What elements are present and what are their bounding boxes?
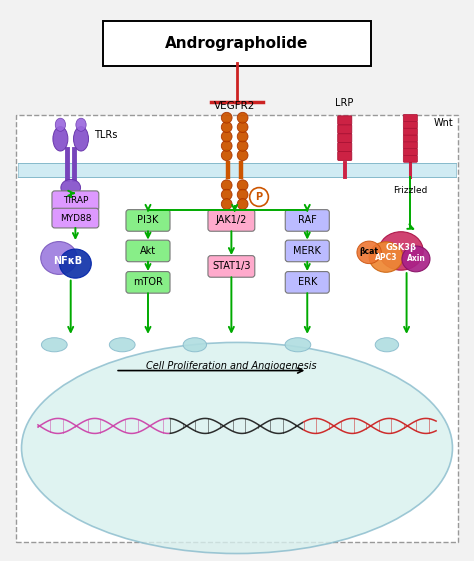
Text: Andrographolide: Andrographolide	[165, 35, 309, 50]
Ellipse shape	[379, 232, 423, 270]
FancyBboxPatch shape	[337, 142, 352, 151]
Text: STAT1/3: STAT1/3	[212, 261, 251, 272]
FancyBboxPatch shape	[126, 240, 170, 262]
Ellipse shape	[183, 338, 207, 352]
FancyBboxPatch shape	[285, 240, 329, 262]
Ellipse shape	[285, 338, 311, 352]
Circle shape	[237, 122, 248, 132]
Text: MERK: MERK	[293, 246, 321, 256]
Ellipse shape	[21, 342, 453, 554]
FancyBboxPatch shape	[403, 114, 417, 122]
Text: TIRAP: TIRAP	[63, 196, 88, 205]
Text: GSK3β: GSK3β	[385, 243, 417, 252]
FancyBboxPatch shape	[52, 191, 99, 210]
FancyBboxPatch shape	[403, 128, 417, 135]
FancyBboxPatch shape	[18, 163, 456, 177]
FancyBboxPatch shape	[208, 256, 255, 277]
FancyBboxPatch shape	[337, 116, 352, 125]
Circle shape	[237, 140, 248, 151]
Ellipse shape	[41, 338, 67, 352]
FancyBboxPatch shape	[403, 149, 417, 155]
FancyBboxPatch shape	[337, 134, 352, 142]
Text: TLRs: TLRs	[94, 130, 118, 140]
Text: Frizzled: Frizzled	[393, 186, 428, 195]
FancyBboxPatch shape	[16, 115, 458, 542]
FancyBboxPatch shape	[208, 210, 255, 231]
Circle shape	[237, 199, 248, 209]
Text: LRP: LRP	[335, 98, 353, 108]
Circle shape	[221, 131, 232, 142]
Text: RAF: RAF	[298, 215, 317, 226]
Circle shape	[237, 180, 248, 191]
Circle shape	[237, 131, 248, 142]
Ellipse shape	[73, 127, 89, 151]
Ellipse shape	[357, 241, 381, 264]
Circle shape	[237, 112, 248, 123]
Ellipse shape	[76, 118, 86, 131]
Circle shape	[221, 140, 232, 151]
Ellipse shape	[109, 338, 135, 352]
Circle shape	[221, 150, 232, 160]
Circle shape	[221, 199, 232, 209]
Text: P: P	[255, 192, 263, 202]
FancyBboxPatch shape	[403, 141, 417, 149]
Text: ERK: ERK	[298, 277, 317, 287]
Circle shape	[221, 180, 232, 191]
FancyBboxPatch shape	[285, 210, 329, 231]
Ellipse shape	[61, 180, 81, 196]
FancyBboxPatch shape	[337, 151, 352, 160]
Text: PI3K: PI3K	[137, 215, 159, 226]
Ellipse shape	[59, 249, 91, 278]
Circle shape	[237, 189, 248, 200]
FancyBboxPatch shape	[126, 272, 170, 293]
Text: Axin: Axin	[407, 255, 425, 264]
FancyBboxPatch shape	[103, 21, 371, 66]
Circle shape	[221, 189, 232, 200]
Text: MYD88: MYD88	[60, 214, 91, 223]
FancyBboxPatch shape	[52, 208, 99, 228]
Text: NFκB: NFκB	[53, 256, 82, 266]
Ellipse shape	[375, 338, 399, 352]
Text: mTOR: mTOR	[133, 277, 163, 287]
FancyBboxPatch shape	[403, 121, 417, 128]
Ellipse shape	[41, 242, 77, 274]
Text: Akt: Akt	[140, 246, 156, 256]
Ellipse shape	[369, 242, 403, 272]
Ellipse shape	[55, 118, 65, 131]
Text: JAK1/2: JAK1/2	[216, 215, 247, 226]
Ellipse shape	[402, 246, 430, 272]
Text: VEGFR2: VEGFR2	[214, 101, 255, 111]
Circle shape	[221, 112, 232, 123]
Circle shape	[237, 150, 248, 160]
FancyBboxPatch shape	[285, 272, 329, 293]
Text: Cell Proliferation and Angiogenesis: Cell Proliferation and Angiogenesis	[146, 361, 317, 371]
Circle shape	[221, 122, 232, 132]
Circle shape	[250, 187, 268, 206]
Ellipse shape	[53, 127, 68, 151]
FancyBboxPatch shape	[126, 210, 170, 231]
FancyBboxPatch shape	[403, 155, 417, 162]
Text: APC3: APC3	[375, 252, 397, 261]
Text: βcat: βcat	[360, 247, 379, 256]
Text: Wnt: Wnt	[434, 118, 454, 128]
FancyBboxPatch shape	[403, 135, 417, 142]
FancyBboxPatch shape	[337, 125, 352, 134]
